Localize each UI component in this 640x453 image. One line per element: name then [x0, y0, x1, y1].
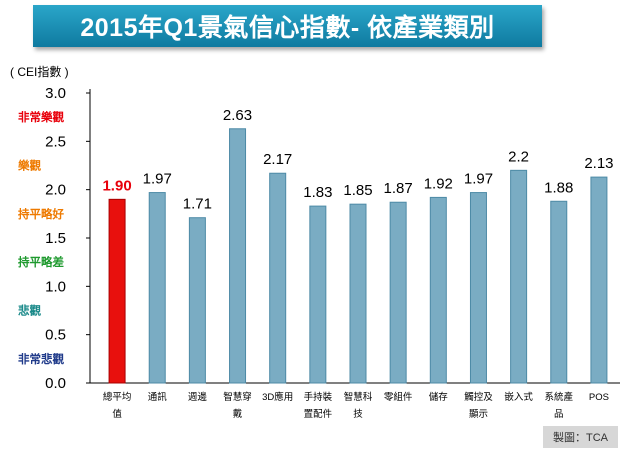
- category-label: 零組件: [384, 391, 413, 403]
- category-label: 嵌入式: [504, 391, 533, 403]
- y-tick-label: 2.0: [45, 182, 66, 199]
- y-tick-label: 1.5: [45, 230, 66, 247]
- bar: [269, 172, 287, 384]
- bar: [469, 192, 487, 384]
- category-label: 週邊: [188, 391, 208, 403]
- category-label: 儲存: [429, 391, 449, 403]
- bar: [188, 217, 206, 384]
- category-label: 智慧穿: [223, 391, 252, 403]
- category-label: 置配件: [304, 408, 333, 420]
- value-label: 1.97: [143, 171, 172, 188]
- bar: [550, 200, 568, 384]
- category-label: 3D應用: [262, 391, 293, 403]
- value-label: 1.97: [464, 171, 493, 188]
- y-tick-label: 1.0: [45, 278, 66, 295]
- value-label: 2.13: [584, 155, 613, 172]
- sentiment-band-label: 樂觀: [17, 159, 41, 173]
- category-label: 通訊: [148, 391, 168, 403]
- value-label: 2.2: [508, 148, 529, 165]
- y-tick-label: 0.5: [45, 327, 66, 344]
- chart-title: 2015年Q1景氣信心指數- 依產業類別: [80, 14, 495, 42]
- bar: [510, 169, 528, 384]
- bar-highlight: [108, 198, 126, 384]
- sentiment-band-label: 悲觀: [18, 304, 41, 318]
- chart-title-bar: 2015年Q1景氣信心指數- 依產業類別: [33, 5, 542, 47]
- sentiment-band-label: 持平略差: [18, 255, 64, 269]
- category-label: 總平均: [103, 391, 132, 403]
- category-label: 品: [554, 409, 564, 420]
- category-label: 智慧科: [344, 391, 373, 403]
- value-label: 1.83: [303, 184, 332, 201]
- y-tick-label: 3.0: [45, 85, 66, 102]
- value-label: 1.85: [343, 182, 372, 199]
- category-label: 值: [112, 408, 122, 420]
- value-label: 1.90: [102, 177, 131, 194]
- value-label: 1.87: [384, 180, 413, 197]
- category-label: 手持裝: [304, 391, 333, 403]
- category-label: 顯示: [469, 409, 488, 420]
- bar: [309, 205, 327, 384]
- bar: [148, 192, 166, 384]
- category-label: 技: [353, 408, 363, 420]
- category-label: 戴: [233, 408, 243, 420]
- category-label: POS: [589, 392, 609, 403]
- category-label: 觸控及: [464, 391, 493, 403]
- sentiment-band-label: 非常樂觀: [18, 110, 64, 124]
- value-label: 1.88: [544, 179, 573, 196]
- bar: [429, 196, 447, 384]
- y-axis-unit-label: ( CEI指數 ): [10, 65, 69, 79]
- sentiment-band-label: 持平略好: [18, 207, 64, 221]
- bar: [349, 203, 367, 384]
- sentiment-band-label: 非常悲觀: [18, 352, 64, 366]
- y-tick-label: 2.5: [45, 133, 66, 150]
- value-label: 1.71: [183, 196, 212, 213]
- value-label: 2.17: [263, 151, 292, 168]
- bar: [389, 201, 407, 384]
- bar: [590, 176, 608, 384]
- bar: [229, 128, 247, 384]
- value-label: 2.63: [223, 107, 252, 124]
- value-label: 1.92: [424, 175, 453, 192]
- category-label: 系統產: [545, 391, 574, 403]
- credit-label: 製圖：TCA: [543, 426, 618, 448]
- y-tick-label: 0.0: [45, 375, 66, 392]
